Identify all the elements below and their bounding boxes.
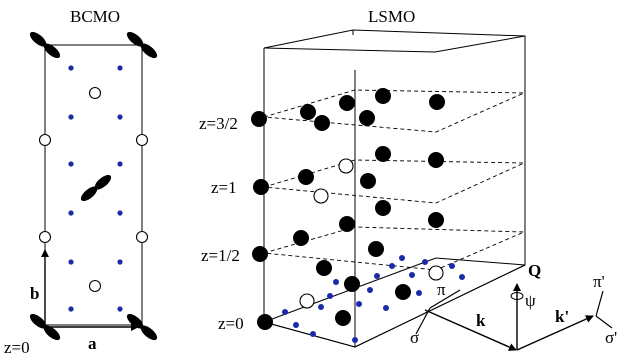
- lsmo-title: LSMO: [368, 7, 415, 26]
- k-prime-vector-arrow: [516, 315, 594, 351]
- bcmo-corner-atom-top-right: [126, 31, 158, 59]
- bcmo-open-atom: [38, 133, 52, 147]
- layer-label-z-1-2: z=1/2: [201, 246, 240, 265]
- pi-polarization-line: [429, 289, 461, 309]
- sigma-label: σ: [410, 328, 419, 347]
- sigma-prime-polarization-line: [595, 315, 613, 329]
- lsmo-layer-z-0-atoms: [257, 265, 444, 330]
- bcmo-corner-atom-bottom-right: [126, 313, 158, 341]
- bcmo-corner-atom-top-left: [29, 31, 61, 59]
- sigma-prime-label: σ': [605, 328, 617, 347]
- Q-label: Q: [528, 261, 541, 280]
- bcmo-unit-cell: [44, 44, 143, 326]
- pi-label: π: [437, 280, 446, 299]
- lsmo-layer-z-1-2-atoms: [252, 200, 444, 276]
- layer-label-z-1: z=1: [211, 178, 237, 197]
- lsmo-blue-atoms: [282, 255, 465, 343]
- bcmo-blue-atoms: [68, 65, 123, 312]
- b-axis-label: b: [30, 284, 39, 303]
- pi-prime-label: π': [593, 272, 605, 291]
- psi-label: ψ: [525, 291, 536, 310]
- lsmo-layer-z-3-2-atoms: [251, 88, 445, 131]
- k-prime-label: k': [555, 307, 569, 326]
- bcmo-corner-atom-bottom-left: [29, 313, 61, 341]
- k-label: k: [476, 311, 486, 330]
- bcmo-open-atom: [88, 279, 102, 293]
- bcmo-center-atom: [80, 174, 112, 202]
- lsmo-layer-z-1-atoms: [253, 146, 444, 204]
- lsmo-dashed-planes: [263, 89, 525, 271]
- psi-rotation-icon: [510, 292, 524, 300]
- layer-label-z-3-2: z=3/2: [199, 114, 238, 133]
- bcmo-open-atom: [135, 133, 149, 147]
- sigma-polarization-line: [415, 307, 431, 335]
- a-axis-label: a: [88, 334, 97, 353]
- pi-prime-polarization-line: [595, 290, 604, 317]
- bcmo-open-atom: [88, 86, 102, 100]
- bcmo-open-atom: [38, 230, 52, 244]
- k-vector-arrow: [424, 309, 517, 351]
- bcmo-open-atom: [135, 230, 149, 244]
- layer-label-z-0: z=0: [218, 314, 244, 333]
- bcmo-title: BCMO: [70, 7, 120, 26]
- bcmo-z-label: z=0: [4, 338, 30, 357]
